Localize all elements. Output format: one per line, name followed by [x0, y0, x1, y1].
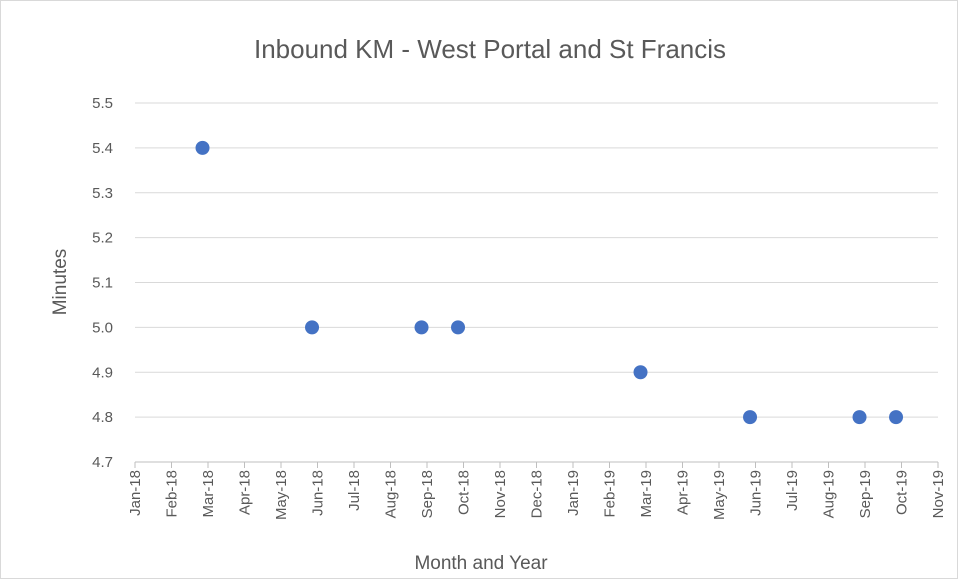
- x-tick-label: May-19: [711, 470, 728, 520]
- x-tick-label: Apr-19: [675, 470, 692, 515]
- x-tick-label: Dec-18: [529, 470, 546, 518]
- x-tick-label: Feb-18: [164, 470, 181, 518]
- x-tick-label: May-18: [273, 470, 290, 520]
- y-tick-label: 4.7: [92, 454, 113, 471]
- x-tick-label: Jun-19: [748, 470, 765, 516]
- data-point: [889, 410, 904, 425]
- y-tick-label: 4.8: [92, 409, 113, 426]
- data-point: [305, 320, 320, 335]
- chart-title: Inbound KM - West Portal and St Francis: [254, 34, 726, 64]
- y-axis-label: Minutes: [50, 249, 71, 316]
- data-point: [451, 320, 466, 335]
- x-tick-label: Mar-18: [200, 470, 217, 518]
- x-tick-label: Jan-18: [127, 470, 144, 516]
- x-tick-label: Aug-18: [383, 470, 400, 518]
- data-point: [852, 410, 867, 425]
- x-tick-label: Oct-18: [456, 470, 473, 515]
- x-tick-label: Aug-19: [821, 470, 838, 518]
- x-tick-label: Nov-18: [492, 470, 509, 518]
- x-tick-label: Nov-19: [930, 470, 947, 518]
- x-tick-label: Jul-18: [346, 470, 363, 511]
- data-point: [414, 320, 429, 335]
- y-tick-label: 4.9: [92, 364, 113, 381]
- x-tick-label: Feb-19: [602, 470, 619, 518]
- data-point: [743, 410, 758, 425]
- y-tick-label: 5.3: [92, 185, 113, 202]
- data-point: [633, 365, 648, 380]
- y-tick-label: 5.0: [92, 319, 113, 336]
- x-tick-label: Jun-18: [310, 470, 327, 516]
- y-tick-label: 5.2: [92, 230, 113, 247]
- x-tick-label: Sep-18: [419, 470, 436, 518]
- x-tick-label: Oct-19: [894, 470, 911, 515]
- y-tick-label: 5.4: [92, 140, 113, 157]
- data-point: [195, 140, 210, 155]
- y-tick-label: 5.5: [92, 95, 113, 112]
- x-tick-label: Mar-19: [638, 470, 655, 518]
- x-tick-label: Jul-19: [784, 470, 801, 511]
- y-tick-label: 5.1: [92, 275, 113, 292]
- x-axis-label: Month and Year: [414, 553, 548, 574]
- x-tick-label: Sep-19: [857, 470, 874, 518]
- x-tick-label: Apr-18: [237, 470, 254, 515]
- x-tick-label: Jan-19: [565, 470, 582, 516]
